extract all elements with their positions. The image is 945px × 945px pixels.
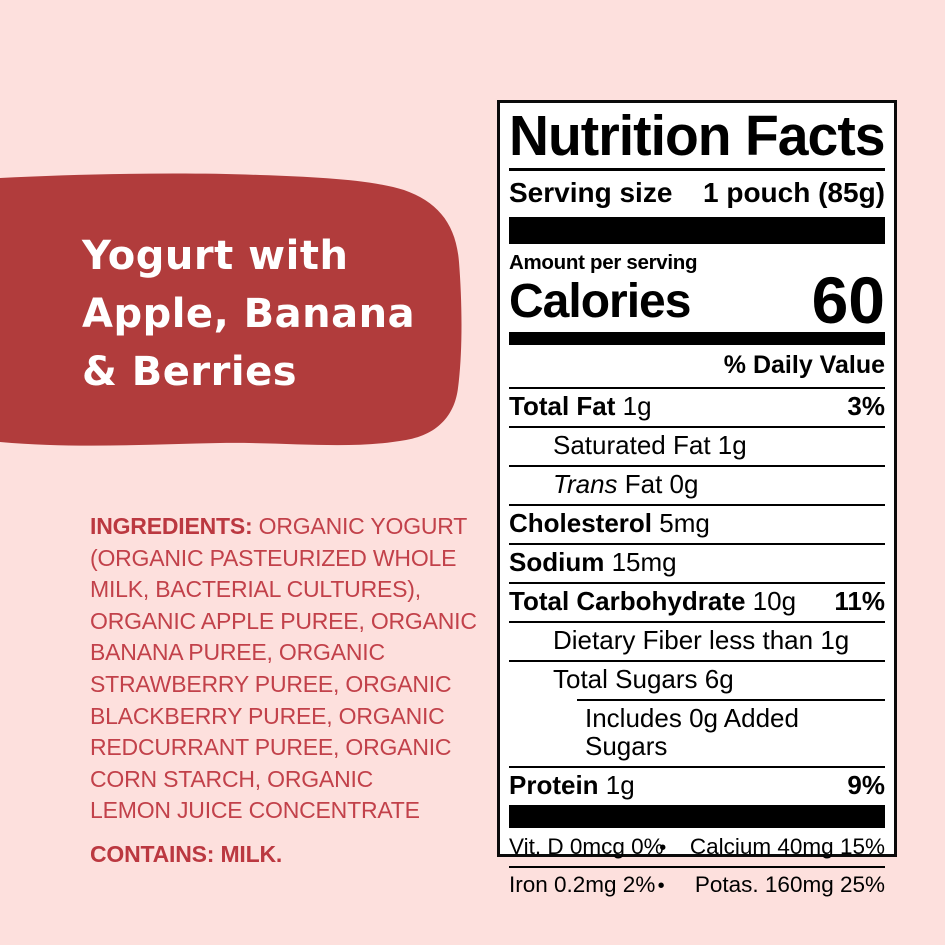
micronutrient-right: Calcium 40mg 15% <box>689 834 885 859</box>
product-title-line: & Berries <box>82 349 298 395</box>
nutrient-row: Sodium 15mg <box>509 543 885 582</box>
daily-value-header: % Daily Value <box>723 351 885 379</box>
nutrient-rows: Total Fat 1g 3% Saturated Fat 1g Trans Fat … <box>509 387 885 805</box>
calories-label: Calories <box>509 275 691 328</box>
nutrition-facts-panel: Nutrition Facts Serving size 1 pouch (85… <box>497 100 897 897</box>
ingredients-line: STRAWBERRY PUREE, ORGANIC <box>90 670 452 697</box>
calories-row: Calories 60 <box>509 263 885 337</box>
product-title-line: Apple, Banana <box>82 291 416 337</box>
micronutrient-row: Vit. D 0mcg 0% • Calcium 40mg 15% <box>509 828 885 866</box>
serving-size-row: Serving size 1 pouch (85g) <box>509 171 885 217</box>
calories-value: 60 <box>811 263 885 337</box>
nutrient-name-amount: Trans Fat 0g <box>553 469 699 499</box>
ingredients-line: CORN STARCH, ORGANIC <box>90 765 374 792</box>
micronutrient-rows: Vit. D 0mcg 0% • Calcium 40mg 15% Iron 0.2m… <box>509 828 885 904</box>
micronutrient-left: Iron 0.2mg 2% <box>509 872 656 897</box>
hero-blob-shape <box>0 173 462 446</box>
micronutrient-right: Potas. 160mg 25% <box>694 872 885 897</box>
nutrient-name-amount: Protein 1g <box>509 770 635 800</box>
nutrient-name-amount: Cholesterol 5mg <box>509 508 710 538</box>
product-title-line: Yogurt with <box>82 233 349 279</box>
nutrient-row: Cholesterol 5mg <box>509 504 885 543</box>
nutrient-row: Trans Fat 0g <box>509 465 885 504</box>
ingredients-line: BLACKBERRY PUREE, ORGANIC <box>90 702 445 729</box>
product-title: Yogurt with Apple, Banana & Berries <box>82 227 447 401</box>
nutrient-row: Total Carbohydrate 10g 11% <box>509 582 885 621</box>
nutrient-name-amount: Total Fat 1g <box>509 391 652 421</box>
ingredients-section: INGREDIENTS: ORGANIC YOGURT (ORGANIC PAST… <box>90 511 482 871</box>
divider-thick <box>509 217 885 244</box>
daily-value-percent: 11% <box>834 586 885 616</box>
nutrient-name-amount: Total Carbohydrate 10g <box>509 586 797 616</box>
divider-thick-bottom <box>509 805 885 828</box>
nutrient-name-amount: Sodium 15mg <box>509 547 677 577</box>
contains-statement: CONTAINS: MILK. <box>90 840 283 867</box>
ingredients-line: REDCURRANT PUREE, ORGANIC <box>90 734 452 761</box>
serving-size-value: 1 pouch (85g) <box>702 177 885 208</box>
ingredients-line: LEMON JUICE CONCENTRATE <box>90 797 420 824</box>
ingredients-text: INGREDIENTS: ORGANIC YOGURT (ORGANIC PAST… <box>90 511 482 827</box>
micronutrient-row: Iron 0.2mg 2% • Potas. 160mg 25% <box>509 866 885 904</box>
nutrient-row: Total Fat 1g 3% <box>509 387 885 426</box>
nutrient-name-amount: Total Sugars 6g <box>553 664 734 694</box>
amount-per-serving-label: Amount per serving <box>509 251 698 274</box>
daily-value-percent: 3% <box>847 391 885 421</box>
serving-size-label: Serving size <box>509 177 673 208</box>
bullet-separator: • <box>659 837 667 859</box>
nutrient-row: Total Sugars 6g <box>509 660 885 699</box>
ingredients-line: INGREDIENTS: ORGANIC YOGURT <box>90 513 468 539</box>
nutrient-row: Protein 1g 9% <box>509 766 885 805</box>
nutrient-row: Includes 0g Added Sugars <box>509 699 885 766</box>
daily-value-percent: 9% <box>847 770 885 800</box>
bullet-separator: • <box>657 875 665 897</box>
micronutrient-left: Vit. D 0mcg 0% <box>509 834 664 859</box>
nutrient-name-amount: Includes 0g Added Sugars <box>585 703 799 761</box>
divider-medium <box>509 332 885 345</box>
ingredients-line: ORGANIC APPLE PUREE, ORGANIC <box>90 607 477 634</box>
ingredients-line: (ORGANIC PASTEURIZED WHOLE <box>90 544 457 571</box>
nutrient-name-amount: Dietary Fiber less than 1g <box>553 625 850 655</box>
ingredients-line: BANANA PUREE, ORGANIC <box>90 639 385 666</box>
nutrient-row: Dietary Fiber less than 1g <box>509 621 885 660</box>
ingredients-line: MILK, BACTERIAL CULTURES), <box>90 576 421 603</box>
nutrient-row: Saturated Fat 1g <box>509 426 885 465</box>
nutrient-name-amount: Saturated Fat 1g <box>553 430 747 460</box>
nutrition-facts-title: Nutrition Facts <box>509 104 886 168</box>
divider-thin <box>509 168 885 171</box>
